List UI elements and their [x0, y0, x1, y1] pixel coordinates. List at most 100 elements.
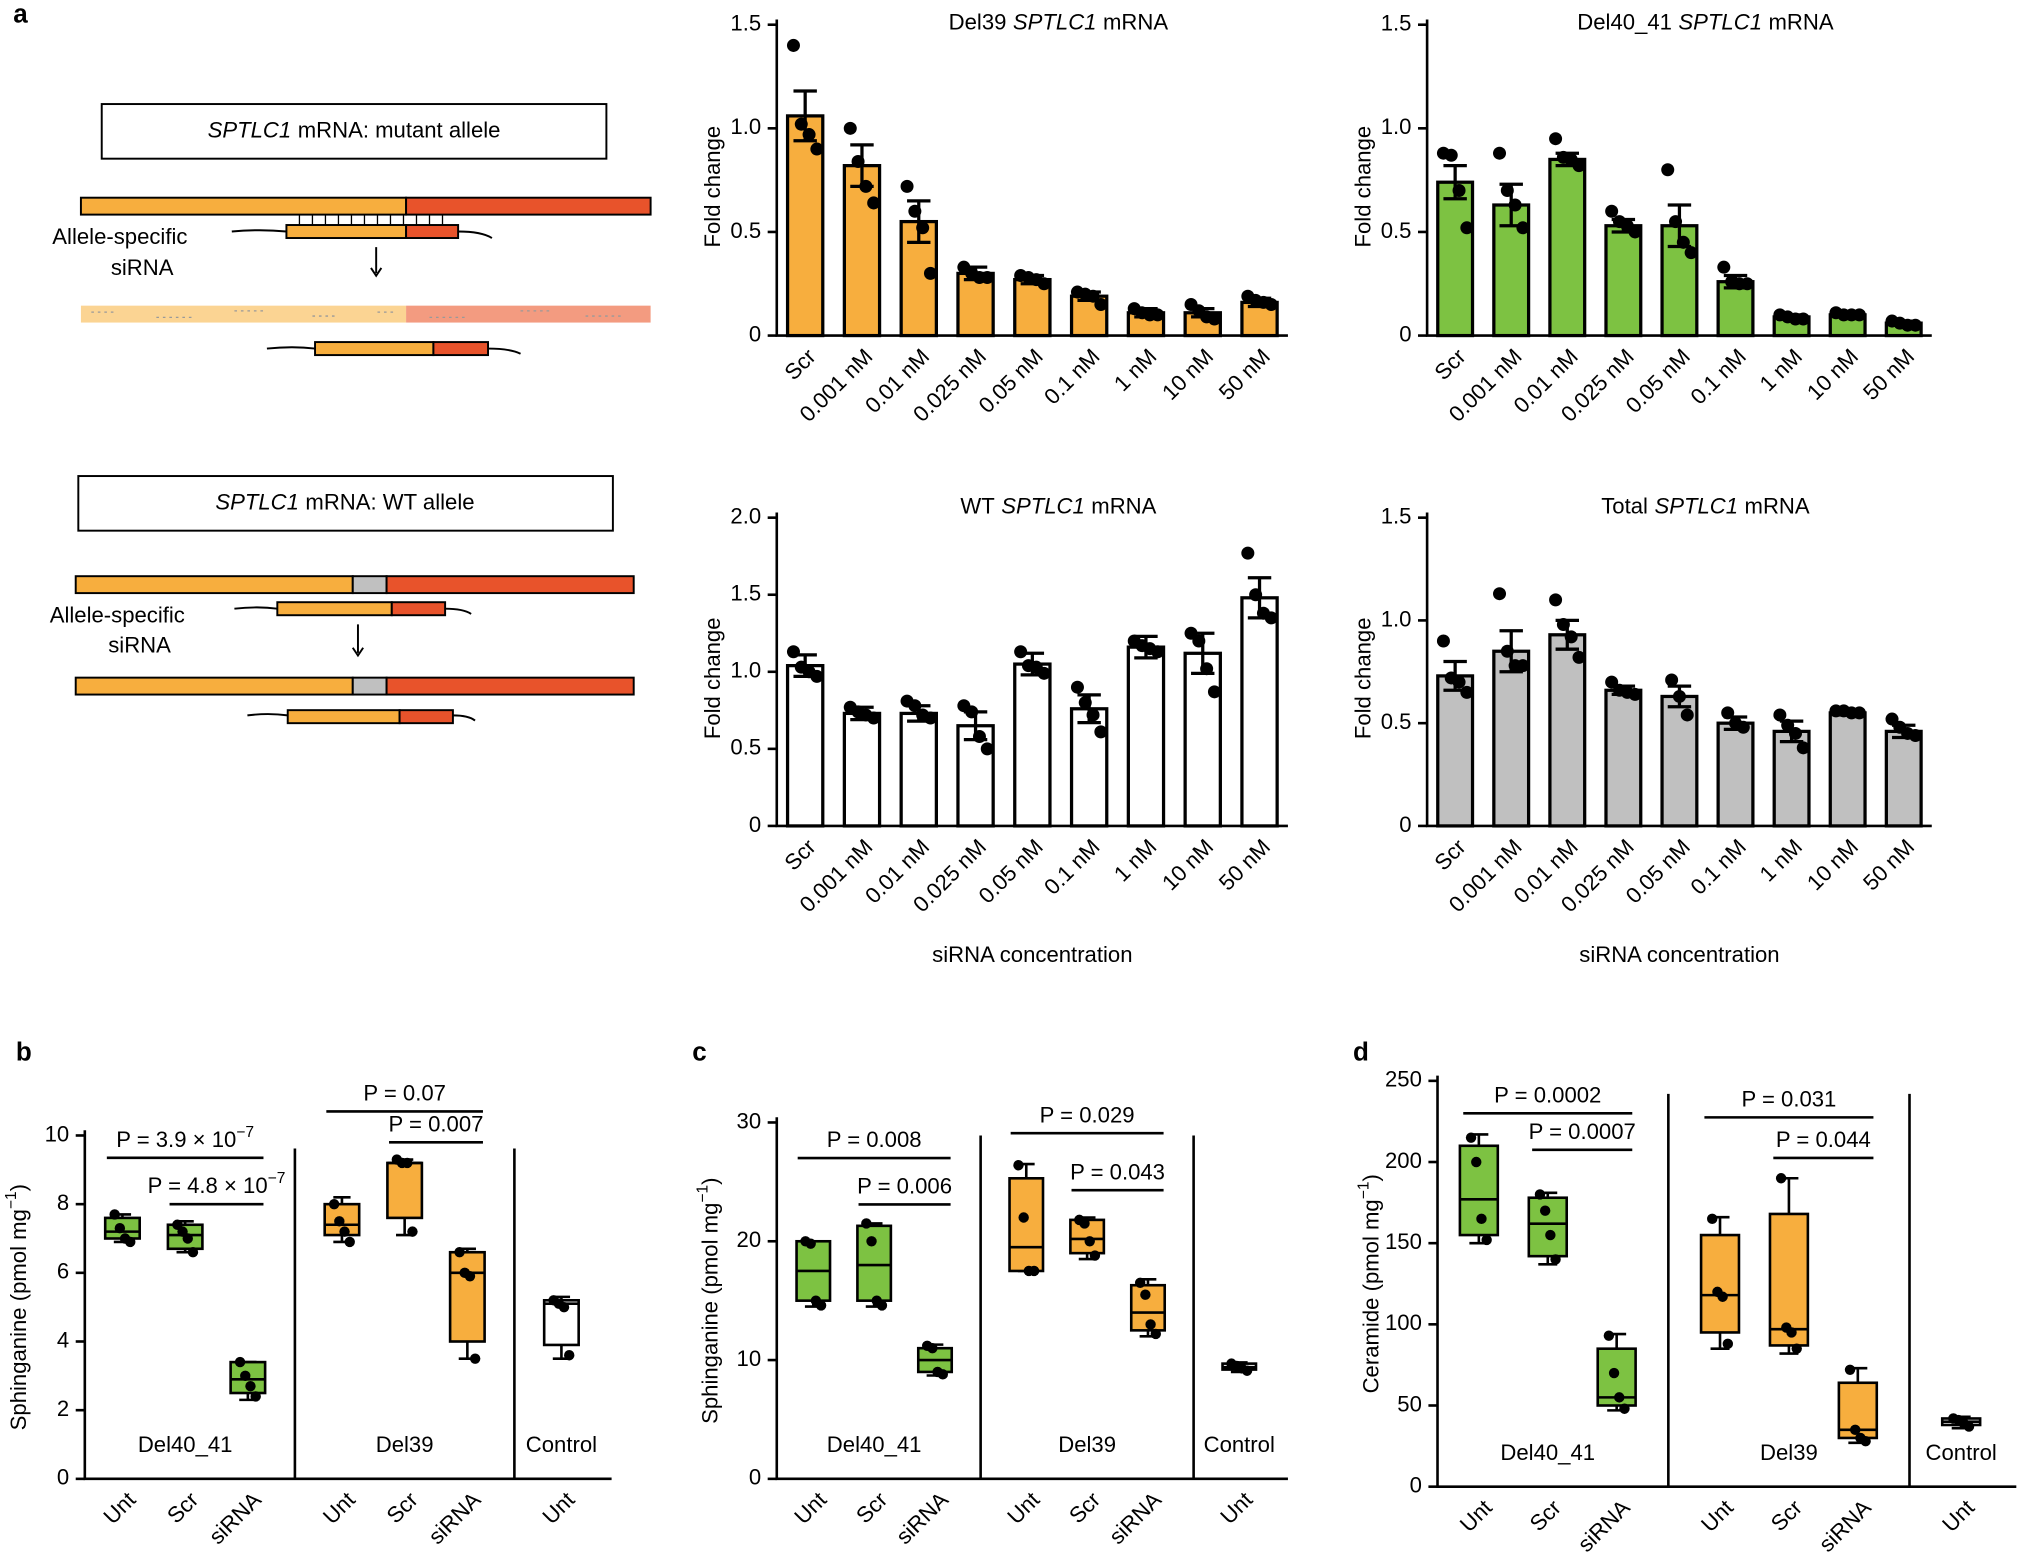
sirna-label: Allele-specific [52, 224, 187, 249]
data-point [1608, 1367, 1620, 1379]
title-part: mRNA [1103, 9, 1168, 34]
y-tick-label: 0 [749, 1465, 761, 1490]
data-point [1908, 318, 1922, 332]
title-part: mRNA [1769, 9, 1834, 34]
p-value-text: P = 0.007 [389, 1111, 484, 1136]
p-value-text: P = 0.07 [363, 1080, 446, 1105]
data-point [245, 1380, 256, 1392]
x-tick-label: siRNA [204, 1487, 266, 1549]
data-point [1145, 1319, 1156, 1330]
y-axis-label: Sphinganine (pmol mg−1) [2, 1184, 30, 1430]
data-point [1844, 1364, 1856, 1375]
data-point [1070, 680, 1084, 694]
data-point [1564, 630, 1578, 644]
data-point [1603, 1330, 1615, 1341]
title-part: SPTLC1 [1678, 9, 1762, 34]
data-point [1241, 1365, 1253, 1376]
group-label: Del40_41 [1500, 1440, 1595, 1465]
x-tick-label: 1 nM [1755, 834, 1807, 886]
y-tick-label: 0.5 [1381, 709, 1412, 734]
data-point [187, 1247, 199, 1258]
x-tick-label: 50 nM [1214, 834, 1275, 895]
y-tick-label: 10 [737, 1346, 762, 1371]
x-tick-label: Scr [780, 344, 821, 385]
data-point [234, 1356, 246, 1368]
data-point [876, 1300, 888, 1311]
data-point [1452, 184, 1466, 198]
y-axis-label: Fold change [700, 617, 725, 739]
group-label: Del39 [1058, 1432, 1116, 1457]
data-point [810, 669, 824, 683]
bar [1126, 645, 1166, 828]
data-point [908, 699, 922, 713]
x-tick-label: Scr [382, 1487, 423, 1528]
data-point [464, 1271, 476, 1282]
data-point [900, 179, 914, 193]
bar [1884, 729, 1923, 828]
x-tick-label: Scr [162, 1487, 203, 1528]
group-label: Del40_41 [827, 1432, 922, 1457]
data-point [1614, 1392, 1625, 1403]
box [1069, 1218, 1106, 1255]
x-tick-label: siRNA [1814, 1495, 1876, 1557]
x-tick-label: 50 nM [1214, 344, 1275, 405]
bar [1716, 721, 1755, 828]
data-point [1200, 662, 1214, 676]
x-tick-label: 0.05 nM [974, 344, 1048, 418]
data-point [1572, 159, 1586, 173]
group-label: Control [1926, 1440, 1997, 1465]
title-part: SPTLC1 [1654, 493, 1738, 518]
p-value-text: P = 0.008 [827, 1127, 922, 1152]
bar [842, 711, 882, 828]
p-value-exponent: −7 [268, 1170, 286, 1187]
p-value: P = 0.029 [1040, 1102, 1135, 1127]
p-value: P = 3.9 × 10−7 [116, 1124, 254, 1152]
y-label-part: Ceramide (pmol mg [1358, 1199, 1383, 1393]
y-label-part: ) [698, 1177, 723, 1184]
data-point [182, 1233, 193, 1244]
data-point [1539, 1205, 1551, 1216]
y-tick-label: 250 [1385, 1067, 1422, 1092]
p-value: P = 0.044 [1776, 1127, 1871, 1152]
data-point [1241, 546, 1255, 560]
data-point [794, 117, 808, 131]
data-point [972, 730, 986, 744]
data-point [980, 271, 994, 285]
data-point [1605, 204, 1619, 218]
group-label: Del39 [1760, 1440, 1818, 1465]
data-point [810, 142, 824, 156]
y-tick-label: 0 [57, 1465, 69, 1490]
panel-label: d [1353, 1036, 1369, 1066]
data-point [1549, 593, 1563, 607]
data-point [1500, 644, 1514, 658]
data-point [1444, 148, 1458, 162]
wt-diagram: SPTLC1 mRNA: WT allele Allele-specific si… [50, 475, 635, 725]
data-point [1628, 687, 1642, 701]
panel-label: c [692, 1036, 706, 1066]
p-value: P = 0.008 [827, 1127, 922, 1152]
data-point [1775, 1173, 1787, 1184]
data-point [1471, 1156, 1482, 1168]
data-point [1500, 184, 1514, 198]
data-point [1089, 1250, 1101, 1261]
y-tick-label: 1.5 [730, 11, 761, 36]
p-value-text: P = 0.031 [1741, 1086, 1836, 1111]
y-tick-label: 6 [57, 1259, 69, 1284]
data-point [1037, 277, 1051, 291]
data-point [927, 1342, 938, 1354]
y-tick-label: 0.5 [730, 735, 761, 760]
y-label-part: ) [1358, 1174, 1383, 1181]
data-point [1516, 659, 1530, 673]
data-point [1707, 1213, 1718, 1225]
chart-title: WT SPTLC1 mRNA [960, 493, 1156, 518]
data-point [1908, 728, 1922, 743]
chart-title: Del40_41 SPTLC1 mRNA [1577, 9, 1834, 34]
data-point [1465, 1132, 1477, 1143]
data-point [1672, 689, 1686, 703]
x-tick-label: Unt [537, 1487, 579, 1529]
box [386, 1161, 424, 1220]
data-point [1264, 611, 1278, 625]
x-tick-label: 1 nM [1109, 344, 1161, 396]
data-point [1094, 297, 1108, 311]
y-tick-label: 150 [1385, 1229, 1422, 1254]
